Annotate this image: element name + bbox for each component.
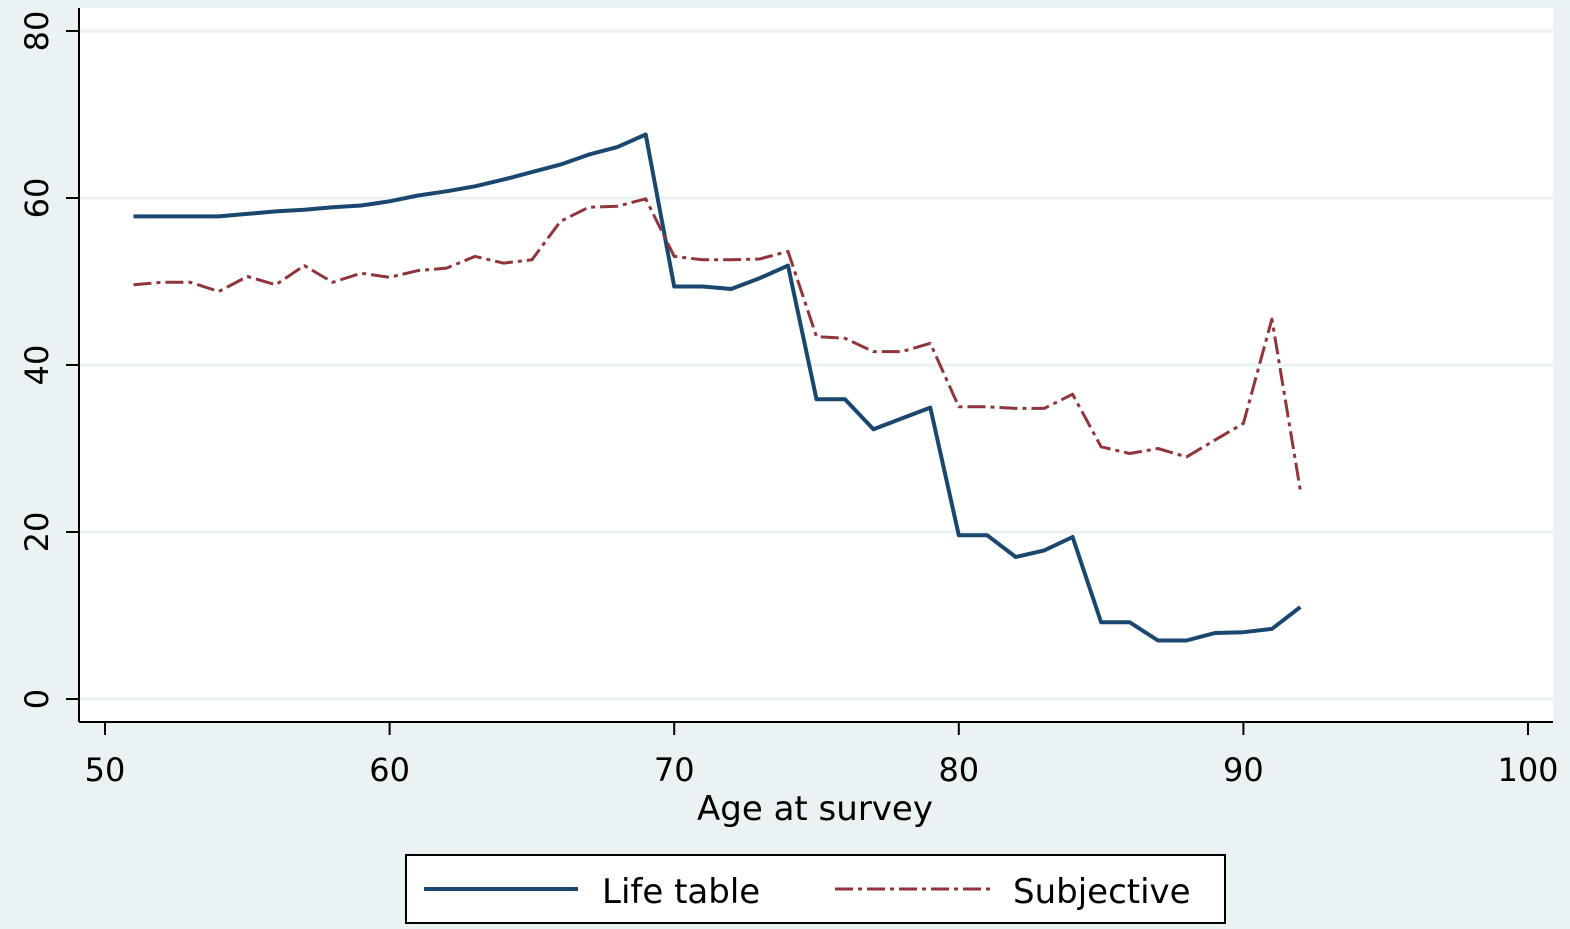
x-axis-title: Age at survey <box>697 789 933 829</box>
legend: Life table Subjective <box>405 854 1226 924</box>
series-line-subjective <box>133 197 1302 491</box>
y-tick-label-0: 0 <box>18 689 56 709</box>
x-tick-label-100: 100 <box>1497 751 1558 789</box>
x-tick-label-90: 90 <box>1223 751 1264 789</box>
y-tick-label-20: 20 <box>18 512 56 553</box>
axes: 0 20 40 60 80 50 60 70 80 90 100 <box>18 8 1559 789</box>
x-tick-label-60: 60 <box>369 751 410 789</box>
legend-label-subjective: Subjective <box>1013 872 1191 912</box>
series-line-life-table <box>133 132 1302 643</box>
x-tick-label-70: 70 <box>654 751 695 789</box>
x-tick-label-50: 50 <box>85 751 126 789</box>
y-tick-label-60: 60 <box>18 178 56 219</box>
y-tick-label-40: 40 <box>18 345 56 386</box>
legend-label-life-table: Life table <box>602 872 760 912</box>
y-tick-label-80: 80 <box>18 11 56 52</box>
x-tick-label-80: 80 <box>938 751 979 789</box>
series-lines <box>133 132 1302 643</box>
gridlines <box>79 29 1553 701</box>
